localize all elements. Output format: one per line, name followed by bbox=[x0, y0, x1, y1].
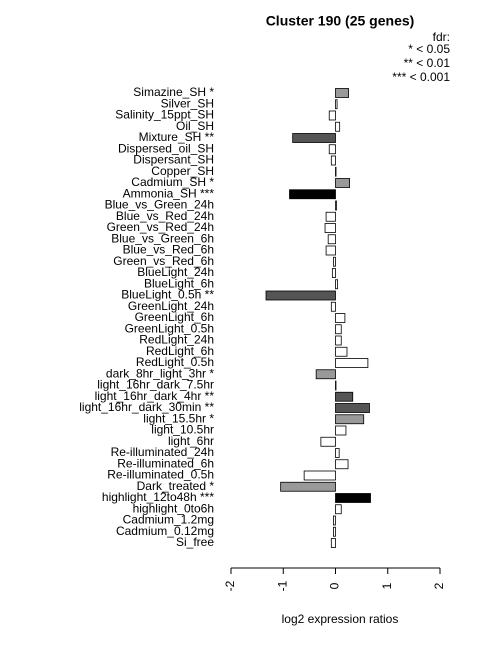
y-tick-label: Mixture_SH ** bbox=[139, 130, 215, 144]
y-tick-label: BlueLight_0.5h ** bbox=[121, 288, 214, 302]
bar bbox=[335, 166, 337, 177]
y-tick-label: Silver_SH bbox=[161, 96, 214, 110]
y-tick-label: Simazine_SH * bbox=[133, 85, 214, 99]
legend-entry: * < 0.05 bbox=[408, 42, 450, 56]
y-tick-label: light_6hr bbox=[168, 434, 214, 448]
y-tick-label: Re-illuminated_0.5h bbox=[107, 468, 214, 482]
y-tick-label: RedLight_6h bbox=[146, 344, 214, 358]
bar bbox=[335, 346, 348, 357]
y-tick-label: light_15.5hr * bbox=[143, 411, 214, 425]
y-tick-label: light_16hr_dark_7.5hr bbox=[97, 378, 214, 392]
bar bbox=[333, 515, 336, 526]
bar bbox=[335, 414, 365, 425]
y-tick-label: Blue_vs_Red_6h bbox=[123, 243, 214, 257]
y-tick-label: Re-illuminated_24h bbox=[111, 445, 214, 459]
y-tick-label: highlight_12to48h *** bbox=[102, 490, 214, 504]
bar bbox=[333, 526, 336, 537]
bar bbox=[335, 380, 337, 391]
x-tick-label: -1 bbox=[275, 580, 289, 591]
y-tick-label: Dispersed_oil_SH bbox=[118, 141, 214, 155]
bar bbox=[335, 504, 342, 515]
y-tick-label: Si_free bbox=[176, 535, 214, 549]
bar bbox=[280, 481, 336, 492]
bar bbox=[325, 245, 336, 256]
y-tick-label: Cadmium_1.2mg bbox=[123, 513, 214, 527]
bar bbox=[333, 256, 336, 267]
bar bbox=[331, 268, 336, 278]
y-tick-label: Cadmium_0.12mg bbox=[116, 524, 214, 538]
y-tick-label: Blue_vs_Red_24h bbox=[116, 209, 214, 223]
y-tick-label: light_16hr_dark_30min ** bbox=[79, 400, 214, 414]
bar bbox=[335, 121, 341, 132]
x-tick-label: 2 bbox=[432, 582, 446, 589]
bar bbox=[335, 448, 340, 458]
bar bbox=[335, 279, 338, 290]
y-tick-label: Green_vs_Red_24h bbox=[107, 220, 214, 234]
bar bbox=[335, 99, 338, 110]
bar bbox=[335, 358, 369, 368]
y-tick-label: highlight_0to6h bbox=[133, 501, 214, 515]
y-tick-label: GreenLight_24h bbox=[128, 299, 214, 313]
y-tick-label: Dark_treated * bbox=[137, 479, 215, 493]
x-tick-label: 1 bbox=[380, 582, 394, 589]
y-tick-label: Cadmium_SH * bbox=[131, 175, 214, 189]
y-tick-label: Ammonia_SH *** bbox=[123, 186, 215, 200]
x-tick-label: 0 bbox=[328, 582, 342, 589]
bar bbox=[335, 200, 337, 211]
bar bbox=[330, 538, 336, 548]
bar bbox=[330, 155, 336, 166]
y-tick-label: RedLight_24h bbox=[139, 333, 214, 347]
legend-entry: *** < 0.001 bbox=[392, 70, 450, 84]
bar bbox=[335, 403, 370, 413]
bar bbox=[335, 425, 347, 436]
bar bbox=[289, 189, 336, 200]
y-tick-label: dark_8hr_light_3hr * bbox=[106, 366, 214, 380]
bar bbox=[335, 459, 349, 470]
y-tick-label: light_16hr_dark_4hr ** bbox=[95, 389, 215, 403]
bar bbox=[324, 223, 336, 233]
y-tick-label: RedLight_0.5h bbox=[136, 355, 214, 369]
bar bbox=[328, 144, 336, 155]
y-tick-label: Blue_vs_Green_6h bbox=[111, 231, 214, 245]
y-tick-label: Copper_SH bbox=[151, 164, 214, 178]
bar bbox=[325, 211, 336, 222]
y-tick-label: BlueLight_24h bbox=[137, 265, 214, 279]
y-tick-label: Green_vs_Red_6h bbox=[113, 254, 214, 268]
bar bbox=[335, 324, 342, 335]
bar bbox=[335, 335, 342, 346]
bar bbox=[335, 493, 371, 503]
chart-title: Cluster 190 (25 genes) bbox=[266, 13, 415, 29]
bar bbox=[335, 178, 351, 188]
y-tick-label: Salinity_15ppt_SH bbox=[115, 108, 214, 122]
y-tick-label: Oil_SH bbox=[176, 119, 214, 133]
y-tick-label: Re-illuminated_6h bbox=[117, 456, 214, 470]
y-tick-label: GreenLight_0.5h bbox=[125, 321, 214, 335]
bar bbox=[265, 290, 336, 301]
legend-entry: ** < 0.01 bbox=[404, 56, 451, 70]
bar bbox=[335, 88, 349, 98]
bar bbox=[292, 133, 336, 143]
y-tick-label: light_10.5hr bbox=[151, 423, 214, 437]
bar bbox=[330, 301, 336, 312]
y-tick-label: Blue_vs_Green_24h bbox=[105, 198, 214, 212]
legend-title: fdr: bbox=[433, 30, 450, 44]
y-tick-label: Dispersant_SH bbox=[133, 153, 214, 167]
bar bbox=[315, 369, 336, 380]
bar bbox=[303, 470, 336, 481]
y-tick-label: GreenLight_6h bbox=[135, 310, 214, 324]
bar bbox=[335, 313, 346, 323]
bar bbox=[327, 234, 336, 245]
bar bbox=[335, 391, 354, 402]
x-tick-label: -2 bbox=[223, 580, 237, 591]
bar bbox=[320, 436, 336, 447]
x-axis-label: log2 expression ratios bbox=[282, 612, 399, 626]
y-tick-label: BlueLight_6h bbox=[144, 276, 214, 290]
bar bbox=[328, 110, 336, 121]
